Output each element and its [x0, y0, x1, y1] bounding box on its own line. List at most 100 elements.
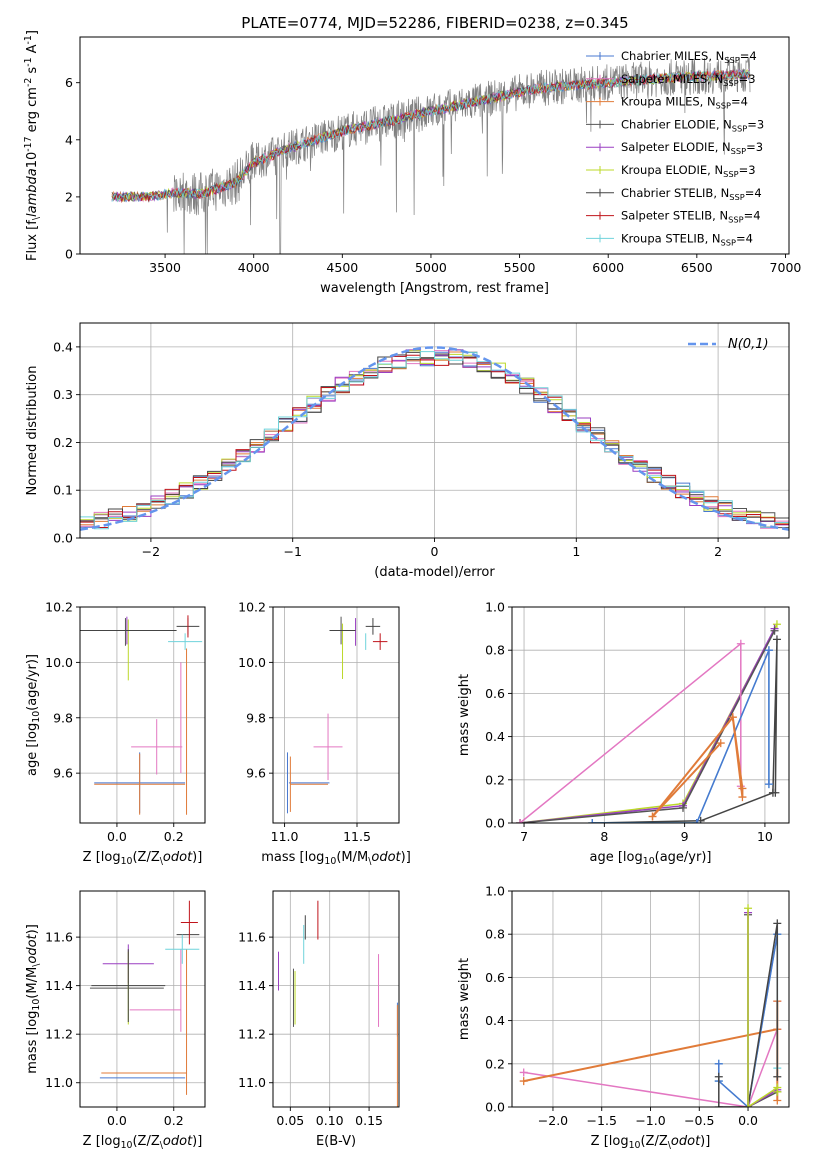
legend-label-8: Kroupa STELIB, NSSP=4: [621, 231, 753, 247]
x-tick-label: −1: [283, 544, 301, 559]
axes-frame-mass-vs-ebv: [272, 890, 400, 1108]
grid-mass-vs-ebv: [273, 891, 399, 1107]
y-tick-label: 0.4: [485, 729, 505, 744]
plus-marker: [764, 780, 773, 789]
plus-marker: [770, 626, 779, 635]
plot-area-mass-vs-ebv: [278, 900, 398, 1107]
y-tick-label: 9.8: [246, 710, 266, 725]
x-tick-label: 8: [600, 829, 608, 844]
y-tick-label: 10.0: [45, 655, 73, 670]
x-tick-label: −1.0: [635, 1113, 665, 1128]
x-tick-label: 7: [520, 829, 528, 844]
x-tick-label: 6000: [592, 260, 624, 275]
plus-marker: [519, 1068, 528, 1077]
x-axis-label: E(B-V): [316, 1134, 356, 1149]
x-tick-label: 3500: [149, 260, 181, 275]
series-line: [718, 934, 779, 1107]
y-tick-label: 0.2: [53, 435, 73, 450]
y-tick-label: 11.2: [45, 1027, 73, 1042]
spectrum-legend: Chabrier MILES, NSSP=4 Salpeter MILES, NS…: [586, 49, 764, 247]
y-tick-label: 0.0: [53, 531, 73, 546]
legend-label-0: Chabrier MILES, NSSP=4: [621, 49, 757, 65]
plus-marker: [714, 1103, 723, 1107]
y-tick-label: 11.4: [45, 978, 73, 993]
plot-area-residuals: [80, 346, 789, 531]
errorbar-point: [365, 618, 381, 635]
plus-marker: [679, 803, 688, 812]
y-tick-label: 0.1: [53, 483, 73, 498]
x-axis-label: age [log10(age/yr)]: [590, 850, 712, 867]
y-axis-label: Flux [f\lambda10-17 erg cm-2 s-1 A-1]: [23, 30, 42, 261]
y-axis-label: mass weight: [457, 674, 472, 756]
plus-marker: [738, 793, 747, 802]
plus-marker: [773, 1096, 782, 1105]
legend-label-7: Salpeter STELIB, NSSP=4: [621, 209, 761, 225]
histogram-8: [80, 351, 789, 530]
x-tick-label: 0.0: [738, 1113, 758, 1128]
series-kroupa-miles: [648, 713, 747, 821]
errorbar-point: [94, 753, 186, 815]
y-tick-label: 0.4: [485, 1013, 505, 1028]
x-tick-label: −1.5: [587, 1113, 617, 1128]
model-spectrum-0: [111, 69, 751, 203]
y-tick-label: 0.2: [485, 1056, 505, 1071]
x-tick-label: 2: [714, 544, 722, 559]
panel-spectrum: 3500 4000 4500 5000 5500 6000 6500 7000 0 2 4 6 wave…: [23, 30, 801, 296]
grid-massweight-vs-age: [512, 606, 789, 824]
histogram-7: [80, 354, 789, 528]
plus-marker: [736, 639, 745, 648]
model-spectrum-3: [111, 68, 751, 203]
errorbar-point: [91, 949, 166, 1023]
plot-area-spectrum: [111, 56, 751, 254]
y-tick-label: 9.8: [53, 710, 73, 725]
figure-title: PLATE=0774, MJD=52286, FIBERID=0238, z=0…: [241, 14, 628, 32]
plus-marker: [744, 1103, 753, 1107]
y-tick-label: 1.0: [485, 884, 505, 899]
plus-marker: [716, 739, 725, 748]
x-tick-label: 0.05: [276, 1113, 304, 1128]
model-spectrum-4: [111, 69, 751, 203]
plus-marker: [772, 635, 781, 644]
y-tick-label: 1.0: [485, 600, 505, 615]
plus-marker: [714, 1059, 723, 1068]
plus-marker: [771, 788, 780, 797]
x-tick-label: 10: [757, 829, 773, 844]
legend-label-3: Chabrier ELODIE, NSSP=3: [621, 117, 764, 133]
plus-marker: [728, 713, 737, 722]
errorbar-point: [372, 633, 388, 650]
y-tick-label: 11.0: [238, 1075, 266, 1090]
plus-marker: [738, 784, 747, 793]
y-tick-label: 0.6: [485, 686, 505, 701]
axes-frame-age-vs-Z: [79, 606, 206, 824]
axes-frame-spectrum: [79, 36, 790, 255]
panel-age-vs-Z: 0.0 0.2 9.6 9.8 10.0 10.2 Z [log10(Z/Z\odot)] a…: [25, 600, 206, 867]
plus-marker: [772, 620, 781, 629]
model-spectrum-5: [111, 69, 751, 203]
model-spectrum-6: [111, 68, 751, 203]
errorbar-point: [131, 719, 183, 775]
x-tick-label: 0.0: [107, 829, 127, 844]
x-tick-label: 5000: [415, 260, 447, 275]
series-line: [519, 628, 776, 823]
series-salpeter-elodie: [744, 908, 782, 1107]
plus-marker: [648, 812, 657, 821]
series-kroupa-elodie: [744, 904, 782, 1107]
x-tick-label: 4000: [238, 260, 270, 275]
legend-label-6: Chabrier STELIB, NSSP=4: [621, 186, 762, 202]
x-tick-label: 0.2: [164, 829, 184, 844]
y-tick-label: 0.8: [485, 643, 505, 658]
legend-label-2: Kroupa MILES, NSSP=4: [621, 95, 748, 111]
y-tick-label: 0.8: [485, 927, 505, 942]
series-line: [651, 742, 722, 818]
normal-reference-curve: [80, 346, 789, 531]
y-tick-label: 0: [65, 247, 73, 262]
x-tick-label: 4500: [326, 260, 358, 275]
plot-area-massweight-vs-age: [516, 620, 781, 823]
errorbar-point: [165, 934, 200, 964]
y-axis-label: mass [log10(M/M\odot)]: [25, 924, 42, 1074]
series-line: [592, 649, 770, 823]
y-tick-label: 11.6: [238, 930, 266, 945]
y-axis-label: age [log10(age/yr)]: [25, 654, 42, 776]
x-tick-label: 7000: [770, 260, 802, 275]
y-tick-label: 10.2: [238, 600, 266, 615]
